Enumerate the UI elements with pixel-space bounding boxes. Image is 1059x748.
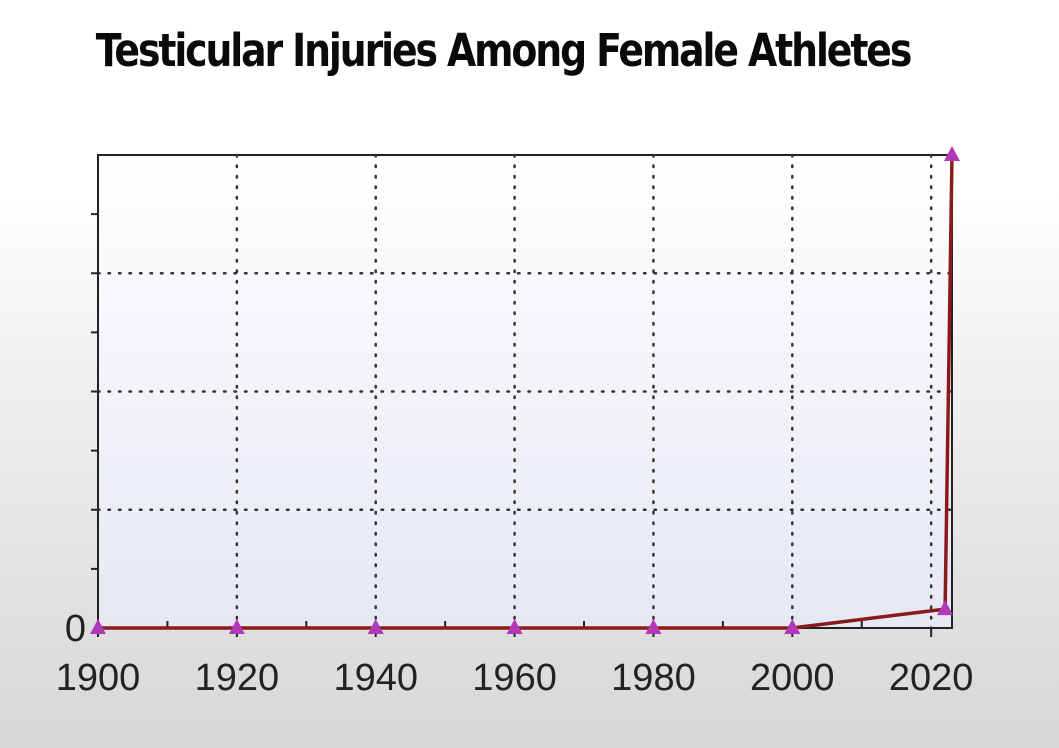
data-point-marker [784,619,801,634]
x-tick-label: 2000 [750,657,835,699]
plot-area [97,154,953,629]
series-line [98,154,954,630]
x-tick-label: 1920 [195,657,280,699]
tick-labels: 1900 1920 1940 1960 1980 2000 2020 0 [56,608,974,699]
x-tick-label: 1900 [56,657,141,699]
chart-title: Testicular Injuries Among Female Athlete… [95,24,913,77]
series [90,146,960,634]
data-point-marker [645,619,662,634]
y-tick-label: 0 [65,608,86,650]
data-point-marker [937,600,954,616]
x-tick-label: 1980 [611,657,696,699]
data-point-marker [506,619,523,634]
data-point-marker [90,619,106,634]
data-point-marker [228,619,245,634]
data-point-marker [944,146,960,161]
x-tick-label: 1940 [333,657,418,699]
data-point-marker [367,619,384,634]
x-tick-label: 1960 [472,657,557,699]
x-tick-label: 2020 [889,657,974,699]
